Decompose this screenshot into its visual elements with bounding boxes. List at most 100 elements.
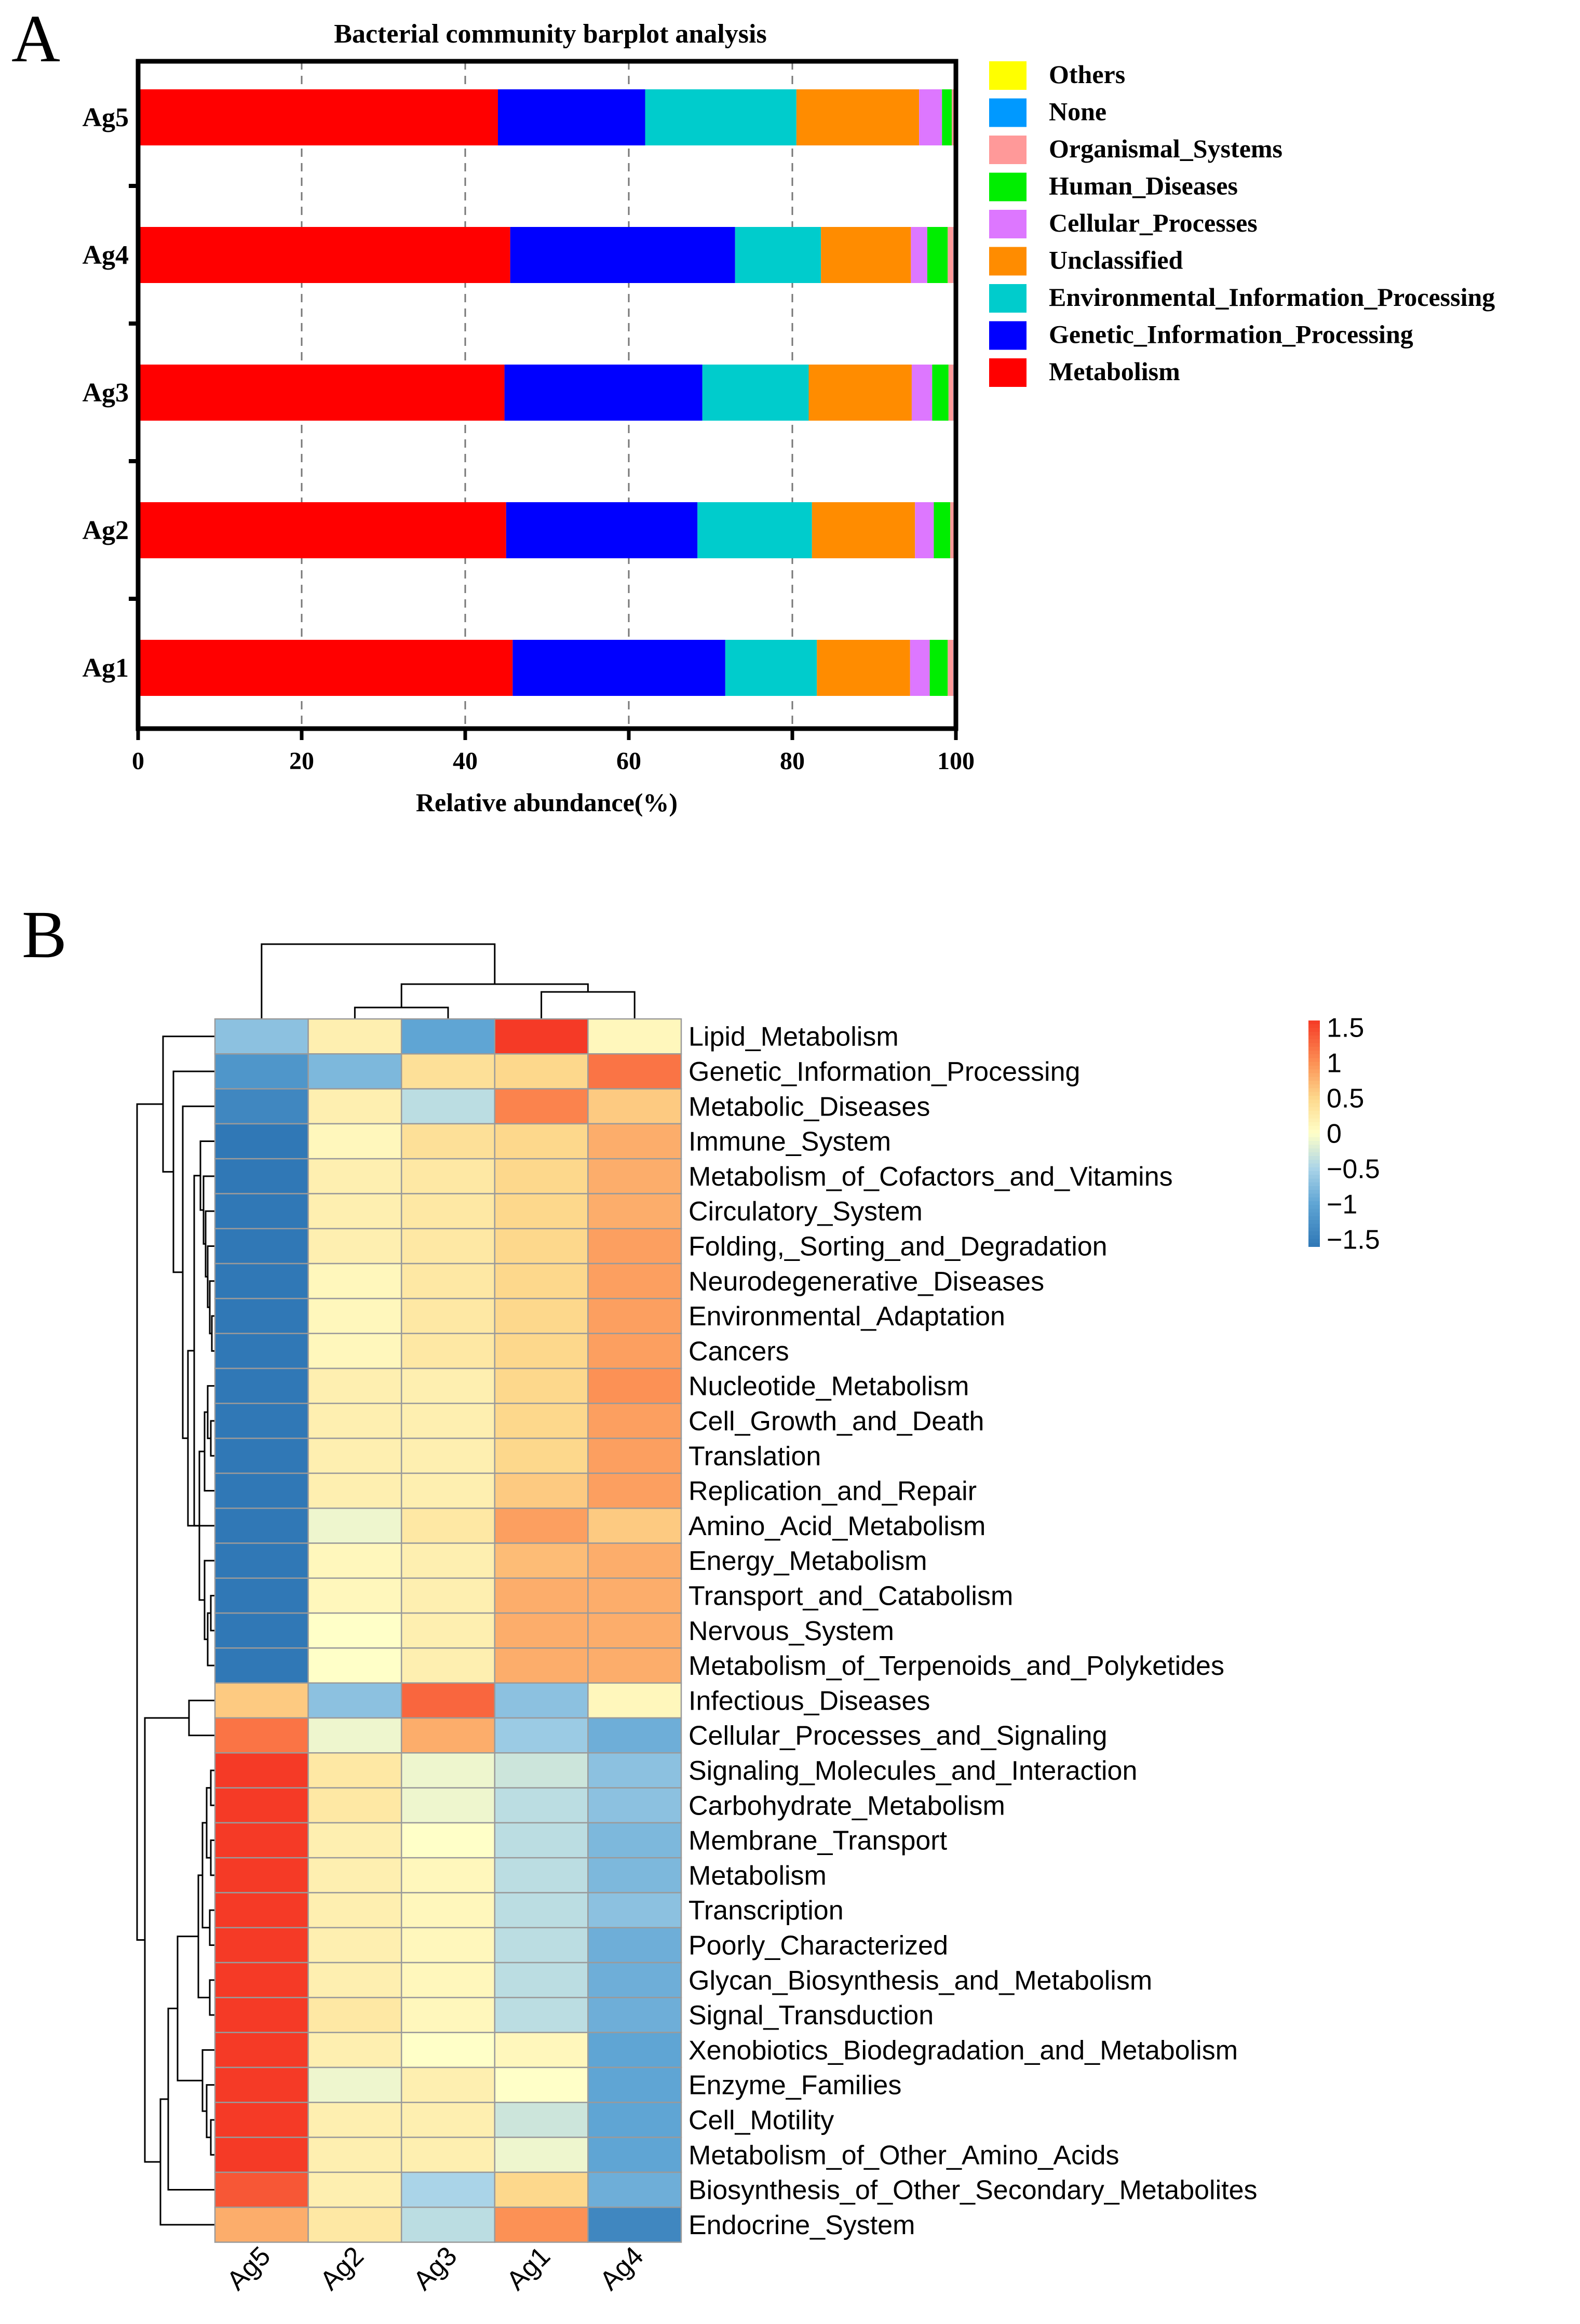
- dendrogram-branch: [167, 2007, 215, 2191]
- colorbar-segment: [1308, 1096, 1320, 1100]
- chart-a-legend: Others None Organismal_Systems Human_Diseas…: [989, 60, 1495, 387]
- heatmap-cell: [494, 1298, 589, 1334]
- heatmap-cell: [307, 2102, 402, 2138]
- heatmap-cell: [494, 1682, 589, 1719]
- bar-segment: [911, 365, 933, 421]
- heatmap-row-label: Cell_Growth_and_Death: [688, 1406, 984, 1436]
- heatmap-cell: [400, 1088, 496, 1125]
- heatmap-cell: [400, 1542, 496, 1579]
- dendrogram-branch: [162, 1036, 215, 1173]
- colorbar-tick-label: −0.5: [1327, 1154, 1380, 1184]
- heatmap-cell: [400, 1333, 496, 1369]
- heatmap-cell: [494, 1438, 589, 1474]
- heatmap-column-label: Ag2: [314, 2241, 369, 2296]
- heatmap-cell: [587, 1018, 682, 1055]
- chart-a-title: Bacterial community barplot analysis: [334, 19, 766, 49]
- heatmap-cell: [400, 1857, 496, 1893]
- heatmap-cell: [400, 1892, 496, 1929]
- bar-segment: [645, 89, 796, 145]
- heatmap-cell: [587, 1857, 682, 1893]
- chart-a-y-ticks: Ag5 Ag4 Ag3 Ag2 Ag1: [82, 103, 138, 683]
- heatmap-cell: [307, 2137, 402, 2173]
- bar-segment: [796, 89, 920, 145]
- heatmap-row-label: Metabolism_of_Other_Amino_Acids: [688, 2140, 1119, 2170]
- heatmap-row-label: Lipid_Metabolism: [688, 1022, 899, 1052]
- colorbar-tick-label: −1.5: [1327, 1225, 1380, 1255]
- heatmap-cell: [214, 1088, 309, 1125]
- heatmap-cell: [587, 1962, 682, 1998]
- heatmap-cell: [400, 1822, 496, 1859]
- heatmap-cell: [587, 1298, 682, 1334]
- heatmap-cell: [494, 1647, 589, 1684]
- colorbar-segment: [1308, 1205, 1320, 1210]
- colorbar-segment: [1308, 1077, 1320, 1081]
- legend-swatch: [989, 61, 1027, 90]
- heatmap-cell: [307, 1367, 402, 1404]
- heatmap-cell: [214, 1298, 309, 1334]
- heatmap-cell: [307, 1787, 402, 1824]
- colorbar-segment: [1308, 1118, 1320, 1123]
- colorbar-segment: [1308, 1122, 1320, 1126]
- colorbar-segment: [1308, 1220, 1320, 1225]
- heatmap-cell: [307, 1333, 402, 1369]
- heatmap-cell: [307, 1403, 402, 1439]
- heatmap-row-dendrogram: [136, 1036, 215, 2226]
- colorbar-segment: [1308, 1046, 1320, 1051]
- heatmap-cell: [587, 1053, 682, 1090]
- x-tick-label: 20: [289, 747, 314, 775]
- legend-label: Organismal_Systems: [1049, 134, 1282, 163]
- heatmap-cell: [494, 2102, 589, 2138]
- heatmap-cell: [587, 2171, 682, 2208]
- heatmap-cell: [307, 1018, 402, 1055]
- colorbar-tick-label: 1.5: [1327, 1013, 1364, 1043]
- heatmap-cell: [587, 1752, 682, 1789]
- heatmap-cell: [307, 1228, 402, 1265]
- heatmap-cell: [400, 2171, 496, 2208]
- heatmap-cell: [214, 1403, 309, 1439]
- heatmap-row-label: Xenobiotics_Biodegradation_and_Metabolis…: [688, 2035, 1238, 2065]
- heatmap-row-label: Metabolism_of_Terpenoids_and_Polyketides: [688, 1651, 1224, 1681]
- heatmap-row-label: Enzyme_Families: [688, 2071, 901, 2101]
- heatmap-cell: [494, 1962, 589, 1998]
- heatmap-cell: [214, 2102, 309, 2138]
- bar-segment: [932, 365, 949, 421]
- colorbar-segment: [1308, 1163, 1320, 1168]
- colorbar-segment: [1308, 1130, 1320, 1134]
- colorbar-tick-label: −1: [1327, 1189, 1357, 1219]
- heatmap-cell: [214, 1752, 309, 1789]
- legend-label: None: [1049, 97, 1106, 126]
- chart-a-bars: [138, 89, 956, 696]
- legend-swatch: [989, 172, 1027, 201]
- heatmap-cell: [400, 1228, 496, 1265]
- heatmap-cell: [587, 1438, 682, 1474]
- legend-swatch: [989, 136, 1027, 164]
- bar-segment: [808, 365, 912, 421]
- colorbar-segment: [1308, 1171, 1320, 1176]
- heatmap-row-label: Metabolism_of_Cofactors_and_Vitamins: [688, 1162, 1173, 1192]
- heatmap-row-label: Translation: [688, 1441, 821, 1471]
- bar-segment: [929, 640, 948, 696]
- heatmap-row-labels: Lipid_Metabolism Genetic_Information_Proc…: [688, 1022, 1258, 2240]
- heatmap-cell: [307, 1647, 402, 1684]
- heatmap-column-label: Ag4: [594, 2241, 649, 2296]
- colorbar-segment: [1308, 1175, 1320, 1179]
- heatmap-column-dendrogram: [261, 943, 636, 1019]
- y-category-label: Ag4: [82, 240, 129, 270]
- heatmap-row-label: Poorly_Characterized: [688, 1930, 948, 1960]
- colorbar-segment: [1308, 1242, 1320, 1247]
- colorbar-segment: [1308, 1020, 1320, 1025]
- bar-segment: [138, 227, 510, 283]
- heatmap-row-label: Cell_Motility: [688, 2105, 834, 2135]
- heatmap-cell: [587, 1123, 682, 1160]
- colorbar-segment: [1308, 1066, 1320, 1070]
- heatmap-cell: [587, 1088, 682, 1125]
- colorbar-segment: [1308, 1058, 1320, 1063]
- bar-segment: [138, 365, 505, 421]
- heatmap-cell: [214, 2171, 309, 2208]
- legend-swatch: [989, 321, 1027, 350]
- bar-segment: [735, 227, 821, 283]
- heatmap-cell: [494, 1158, 589, 1194]
- heatmap-cell: [400, 1262, 496, 1299]
- heatmap-cell: [214, 1542, 309, 1579]
